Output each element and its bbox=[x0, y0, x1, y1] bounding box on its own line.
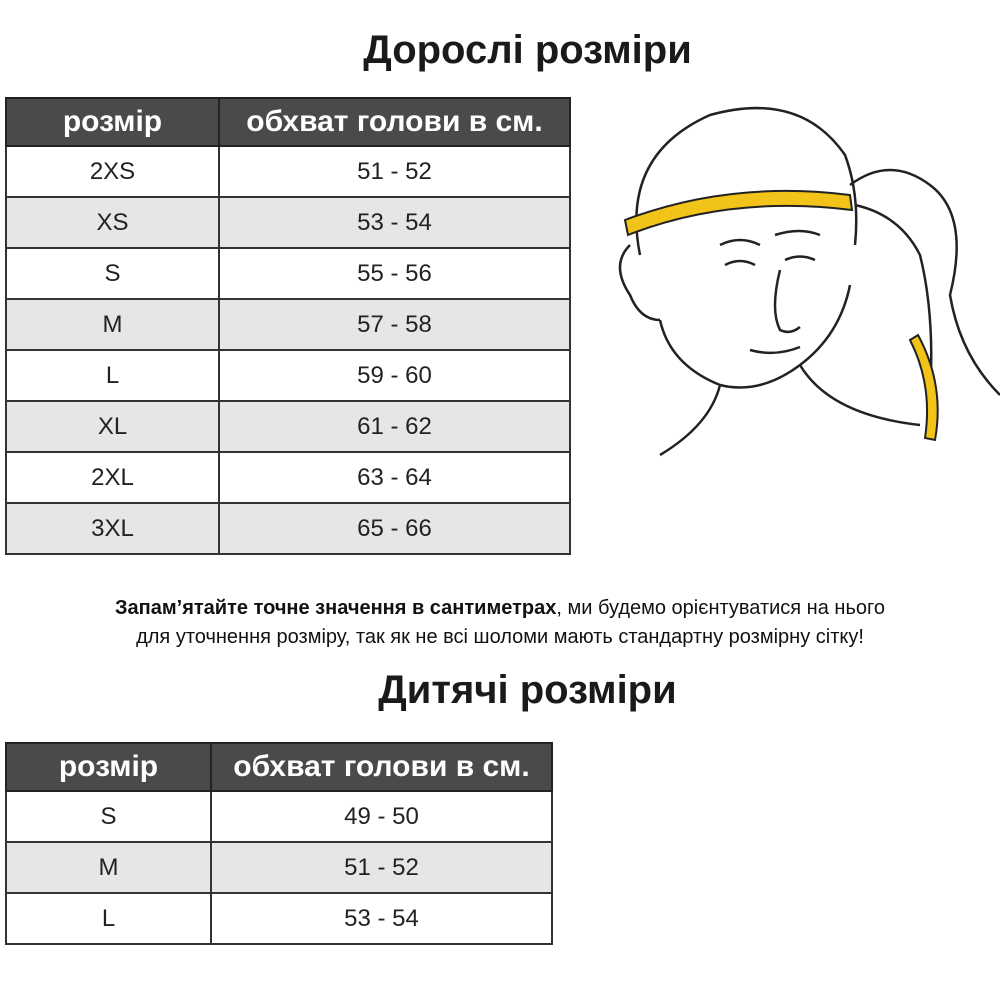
size-cell: 3XL bbox=[5, 502, 220, 555]
table-header: розмір обхват голови в см. bbox=[5, 97, 571, 147]
table-row: M 51 - 52 bbox=[5, 841, 553, 894]
size-cell: XL bbox=[5, 400, 220, 453]
size-cell: 2XL bbox=[5, 451, 220, 504]
table-row: M 57 - 58 bbox=[5, 298, 571, 351]
header-head-circumference: обхват голови в см. bbox=[210, 742, 553, 792]
head-circumference-cell: 51 - 52 bbox=[218, 145, 571, 198]
head-circumference-cell: 51 - 52 bbox=[210, 841, 553, 894]
head-circumference-cell: 65 - 66 bbox=[218, 502, 571, 555]
adult-size-table: розмір обхват голови в см. 2XS 51 - 52 XS 5… bbox=[5, 97, 571, 555]
head-measurement-illustration bbox=[618, 106, 1000, 457]
note-rest: , ми будемо орієнтуватися на нього bbox=[556, 597, 885, 619]
size-cell: M bbox=[5, 841, 212, 894]
header-size: розмір bbox=[5, 742, 212, 792]
head-circumference-cell: 63 - 64 bbox=[218, 451, 571, 504]
measuring-tape bbox=[623, 189, 854, 237]
measuring-tape-end bbox=[908, 333, 939, 442]
kids-size-table: розмір обхват голови в см. S 49 - 50 M 51 -… bbox=[5, 742, 553, 945]
size-cell: S bbox=[5, 247, 220, 300]
measurement-note: Запам’ятайте точне значення в сантиметра… bbox=[0, 594, 1000, 652]
head-circumference-cell: 57 - 58 bbox=[218, 298, 571, 351]
table-row: L 53 - 54 bbox=[5, 892, 553, 945]
table-row: L 59 - 60 bbox=[5, 349, 571, 402]
head-circumference-cell: 59 - 60 bbox=[218, 349, 571, 402]
table-row: 3XL 65 - 66 bbox=[5, 502, 571, 555]
head-circumference-cell: 49 - 50 bbox=[210, 790, 553, 843]
size-cell: XS bbox=[5, 196, 220, 249]
header-head-circumference: обхват голови в см. bbox=[218, 97, 571, 147]
size-cell: 2XS bbox=[5, 145, 220, 198]
header-size: розмір bbox=[5, 97, 220, 147]
table-row: 2XS 51 - 52 bbox=[5, 145, 571, 198]
note-line2: для уточнення розміру, так як не всі шол… bbox=[136, 626, 864, 648]
table-row: S 55 - 56 bbox=[5, 247, 571, 300]
table-row: S 49 - 50 bbox=[5, 790, 553, 843]
table-header: розмір обхват голови в см. bbox=[5, 742, 553, 792]
kids-sizes-title: Дитячі розміри bbox=[378, 668, 677, 712]
table-row: 2XL 63 - 64 bbox=[5, 451, 571, 504]
size-cell: L bbox=[5, 892, 212, 945]
head-circumference-cell: 55 - 56 bbox=[218, 247, 571, 300]
head-circumference-cell: 53 - 54 bbox=[218, 196, 571, 249]
size-cell: M bbox=[5, 298, 220, 351]
size-cell: S bbox=[5, 790, 212, 843]
table-row: XS 53 - 54 bbox=[5, 196, 571, 249]
note-bold: Запам’ятайте точне значення в сантиметра… bbox=[115, 597, 557, 619]
table-row: XL 61 - 62 bbox=[5, 400, 571, 453]
size-cell: L bbox=[5, 349, 220, 402]
adult-sizes-title: Дорослі розміри bbox=[363, 28, 692, 72]
head-circumference-cell: 53 - 54 bbox=[210, 892, 553, 945]
head-circumference-cell: 61 - 62 bbox=[218, 400, 571, 453]
